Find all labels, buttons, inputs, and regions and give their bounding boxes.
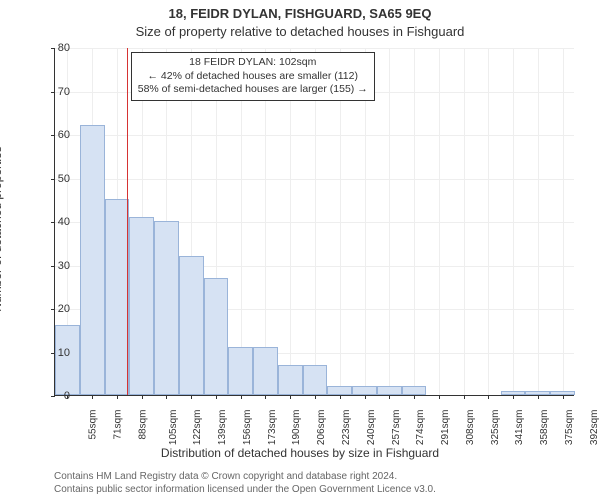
xtick-label: 55sqm bbox=[88, 410, 99, 440]
gridline-v bbox=[414, 48, 415, 395]
xtick-mark bbox=[389, 395, 390, 399]
xtick-label: 375sqm bbox=[564, 410, 575, 446]
xtick-mark bbox=[216, 395, 217, 399]
xtick-mark bbox=[265, 395, 266, 399]
histogram-bar bbox=[129, 217, 154, 395]
chart-title-address: 18, FEIDR DYLAN, FISHGUARD, SA65 9EQ bbox=[0, 6, 600, 21]
xtick-label: 308sqm bbox=[465, 410, 476, 446]
gridline-v bbox=[439, 48, 440, 395]
xtick-label: 325sqm bbox=[490, 410, 501, 446]
xtick-mark bbox=[488, 395, 489, 399]
ytick-label: 30 bbox=[40, 260, 70, 272]
xtick-label: 291sqm bbox=[440, 410, 451, 446]
ytick-label: 60 bbox=[40, 129, 70, 141]
xtick-label: 156sqm bbox=[242, 410, 253, 446]
xtick-mark bbox=[464, 395, 465, 399]
xtick-mark bbox=[414, 395, 415, 399]
xtick-label: 173sqm bbox=[267, 410, 278, 446]
ytick-label: 70 bbox=[40, 86, 70, 98]
annotation-box: 18 FEIDR DYLAN: 102sqm← 42% of detached … bbox=[131, 52, 375, 101]
xtick-label: 358sqm bbox=[539, 410, 550, 446]
chart-container: 18, FEIDR DYLAN, FISHGUARD, SA65 9EQ Siz… bbox=[0, 0, 600, 500]
xtick-label: 240sqm bbox=[366, 410, 377, 446]
reference-line bbox=[127, 48, 128, 395]
histogram-bar bbox=[501, 391, 526, 395]
histogram-bar bbox=[525, 391, 550, 395]
gridline-v bbox=[488, 48, 489, 395]
xtick-label: 88sqm bbox=[137, 410, 148, 440]
histogram-bar bbox=[204, 278, 229, 395]
xtick-label: 206sqm bbox=[316, 410, 327, 446]
histogram-bar bbox=[179, 256, 204, 395]
xtick-mark bbox=[191, 395, 192, 399]
gridline-v bbox=[464, 48, 465, 395]
attribution-line1: Contains HM Land Registry data © Crown c… bbox=[54, 470, 436, 483]
chart-title-subtitle: Size of property relative to detached ho… bbox=[0, 24, 600, 39]
xtick-mark bbox=[563, 395, 564, 399]
annotation-line: 58% of semi-detached houses are larger (… bbox=[138, 83, 368, 97]
ytick-label: 10 bbox=[40, 347, 70, 359]
xtick-label: 223sqm bbox=[341, 410, 352, 446]
xtick-label: 122sqm bbox=[193, 410, 204, 446]
histogram-bar bbox=[278, 365, 303, 395]
gridline-v bbox=[538, 48, 539, 395]
histogram-bar bbox=[550, 391, 575, 395]
attribution-line2: Contains public sector information licen… bbox=[54, 483, 436, 496]
y-axis-label: Number of detached properties bbox=[0, 146, 4, 311]
histogram-bar bbox=[80, 125, 105, 395]
xtick-label: 139sqm bbox=[217, 410, 228, 446]
gridline-v bbox=[389, 48, 390, 395]
histogram-bar bbox=[228, 347, 253, 395]
gridline-v bbox=[513, 48, 514, 395]
xtick-mark bbox=[290, 395, 291, 399]
xtick-label: 341sqm bbox=[514, 410, 525, 446]
xtick-label: 71sqm bbox=[113, 410, 124, 440]
ytick-label: 80 bbox=[40, 42, 70, 54]
xtick-mark bbox=[166, 395, 167, 399]
histogram-bar bbox=[154, 221, 179, 395]
xtick-mark bbox=[513, 395, 514, 399]
gridline-v bbox=[563, 48, 564, 395]
xtick-mark bbox=[241, 395, 242, 399]
xtick-mark bbox=[92, 395, 93, 399]
histogram-bar bbox=[377, 386, 402, 395]
xtick-mark bbox=[365, 395, 366, 399]
xtick-label: 190sqm bbox=[292, 410, 303, 446]
xtick-label: 257sqm bbox=[391, 410, 402, 446]
ytick-label: 0 bbox=[40, 390, 70, 402]
histogram-bar bbox=[253, 347, 278, 395]
xtick-mark bbox=[538, 395, 539, 399]
histogram-bar bbox=[352, 386, 377, 395]
histogram-bar bbox=[303, 365, 328, 395]
histogram-bar bbox=[55, 325, 80, 395]
ytick-label: 20 bbox=[40, 303, 70, 315]
xtick-label: 105sqm bbox=[168, 410, 179, 446]
ytick-label: 40 bbox=[40, 216, 70, 228]
xtick-mark bbox=[439, 395, 440, 399]
histogram-bar bbox=[327, 386, 352, 395]
ytick-label: 50 bbox=[40, 173, 70, 185]
histogram-bar bbox=[105, 199, 130, 395]
plot-area: 18 FEIDR DYLAN: 102sqm← 42% of detached … bbox=[54, 48, 574, 396]
x-axis-label: Distribution of detached houses by size … bbox=[0, 446, 600, 460]
xtick-label: 392sqm bbox=[589, 410, 600, 446]
attribution-text: Contains HM Land Registry data © Crown c… bbox=[54, 470, 436, 496]
xtick-mark bbox=[315, 395, 316, 399]
histogram-bar bbox=[402, 386, 427, 395]
xtick-label: 274sqm bbox=[415, 410, 426, 446]
annotation-line: 18 FEIDR DYLAN: 102sqm bbox=[138, 56, 368, 70]
xtick-mark bbox=[340, 395, 341, 399]
xtick-mark bbox=[117, 395, 118, 399]
xtick-mark bbox=[142, 395, 143, 399]
annotation-line: ← 42% of detached houses are smaller (11… bbox=[138, 70, 368, 84]
